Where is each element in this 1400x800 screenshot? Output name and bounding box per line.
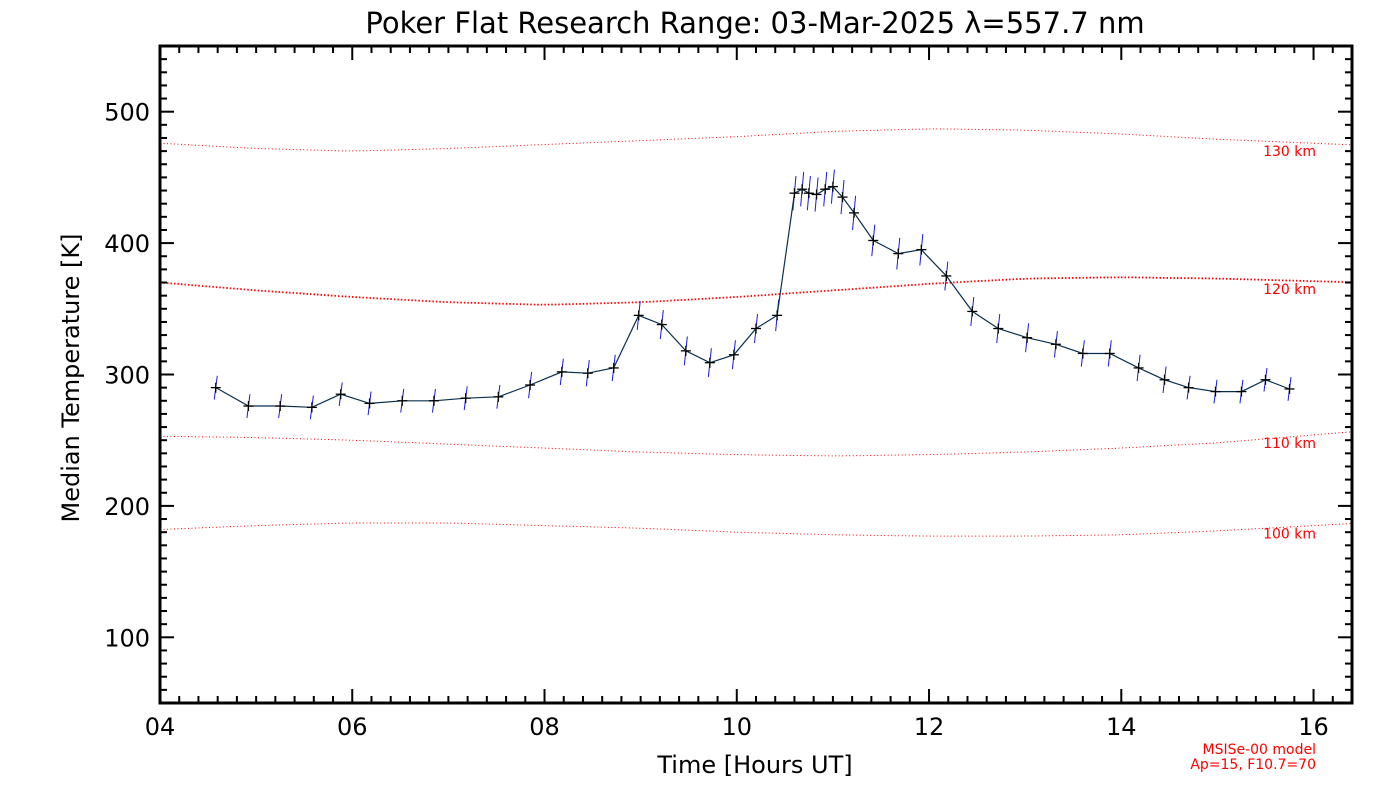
y-tick-label: 500 xyxy=(104,99,150,127)
data-point xyxy=(608,362,619,373)
data-point xyxy=(893,248,904,259)
data-point xyxy=(582,368,593,379)
model-curve-100km xyxy=(159,522,1353,537)
x-tick-label: 10 xyxy=(722,713,753,741)
data-point xyxy=(967,306,978,317)
data-point xyxy=(789,188,800,199)
data-point xyxy=(837,192,848,203)
x-axis-label: Time [Hours UT] xyxy=(656,751,852,779)
model-note-line-1: MSISe-00 model xyxy=(1202,742,1316,758)
x-tick-label: 16 xyxy=(1298,713,1329,741)
data-point xyxy=(704,357,715,368)
y-tick-label: 300 xyxy=(104,362,150,390)
model-curve-110km xyxy=(159,431,1353,457)
data-series xyxy=(210,169,1295,420)
model-label-130km: 130 km xyxy=(1263,144,1316,160)
y-tick-label: 200 xyxy=(104,493,150,521)
data-point xyxy=(210,382,221,393)
data-point xyxy=(849,207,860,218)
data-point xyxy=(1183,382,1194,393)
x-tick-label: 12 xyxy=(914,713,945,741)
data-point xyxy=(1050,339,1061,350)
data-point xyxy=(751,323,761,334)
model-note-line-2: Ap=15, F10.7=70 xyxy=(1190,757,1316,773)
plot-axes: 04 06 08 10 12 14 16 100 200 300 400 500 xyxy=(104,44,1354,741)
data-point xyxy=(1133,362,1144,373)
x-tick-label: 14 xyxy=(1106,713,1137,741)
data-point xyxy=(868,235,879,246)
data-point xyxy=(243,401,254,412)
data-point xyxy=(306,402,317,413)
data-point xyxy=(493,391,504,402)
data-point xyxy=(556,366,567,377)
data-point xyxy=(335,389,346,400)
x-tick-label: 04 xyxy=(145,713,176,741)
data-point xyxy=(680,345,691,356)
data-point xyxy=(1022,332,1033,343)
data-point xyxy=(820,184,831,195)
model-label-100km: 100 km xyxy=(1263,527,1316,543)
data-point xyxy=(803,188,814,199)
data-point xyxy=(1260,374,1271,385)
data-point xyxy=(728,349,739,360)
model-curve-130km xyxy=(159,128,1353,152)
model-label-110km: 110 km xyxy=(1263,436,1316,452)
data-point xyxy=(460,393,471,404)
data-point xyxy=(1159,374,1170,385)
x-tick-label: 08 xyxy=(529,713,560,741)
x-tick-label: 06 xyxy=(337,713,368,741)
data-point xyxy=(797,184,808,195)
model-label-120km: 120 km xyxy=(1263,282,1316,298)
y-axis-label: Median Temperature [K] xyxy=(57,233,85,522)
plot-frame xyxy=(158,44,1354,705)
data-point xyxy=(827,181,838,192)
data-point xyxy=(1104,348,1115,359)
data-point xyxy=(1210,386,1221,397)
data-point xyxy=(1077,348,1088,359)
data-point xyxy=(916,244,927,255)
y-tick-label: 100 xyxy=(104,624,150,652)
series-line xyxy=(215,185,1290,408)
data-point xyxy=(633,310,644,321)
data-point xyxy=(656,319,667,330)
data-point xyxy=(811,189,822,200)
chart-title: Poker Flat Research Range: 03-Mar-2025 λ… xyxy=(365,6,1144,40)
model-curves: 130 km 120 km 110 km 100 km xyxy=(159,128,1353,543)
data-point xyxy=(428,395,439,406)
data-point xyxy=(525,380,536,391)
y-tick-label: 400 xyxy=(104,230,150,258)
data-point xyxy=(993,323,1004,334)
model-curve-120km xyxy=(159,276,1353,306)
data-point xyxy=(364,398,375,409)
data-point xyxy=(1236,386,1247,397)
data-point xyxy=(941,270,952,281)
data-point xyxy=(772,310,783,321)
data-point xyxy=(275,401,286,412)
data-point xyxy=(397,395,408,406)
data-point xyxy=(1284,383,1295,394)
